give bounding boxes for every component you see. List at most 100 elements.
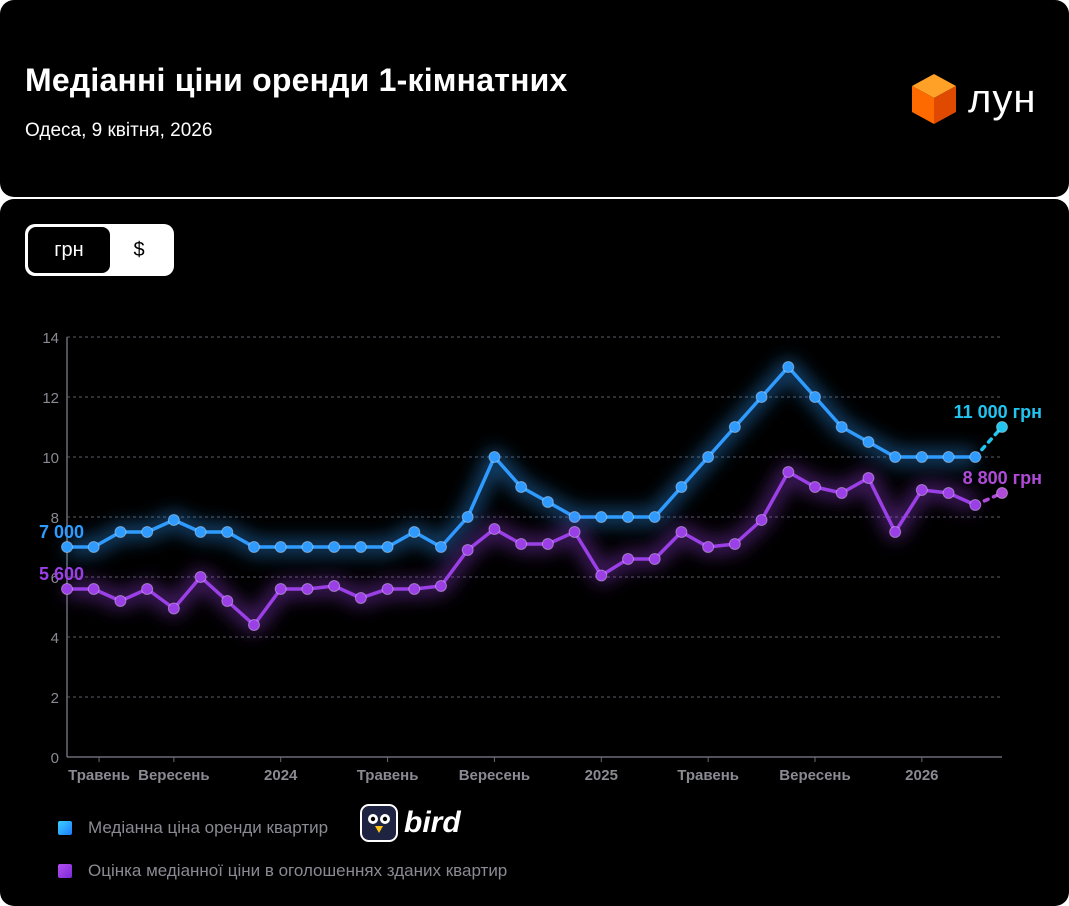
series-point <box>87 541 100 553</box>
legend-label-rent: Медіанна ціна оренди квартир <box>88 818 329 837</box>
series-point <box>595 569 608 582</box>
series-point <box>969 499 982 511</box>
series-point <box>862 472 875 484</box>
currency-uah-button[interactable]: грн <box>28 227 110 273</box>
y-tick-label: 6 <box>51 570 59 587</box>
series-point <box>541 538 554 550</box>
x-tick-label: Вересень <box>779 767 850 784</box>
series-point <box>141 526 154 538</box>
series-point <box>488 451 501 463</box>
header-card: Медіанні ціни оренди 1-кімнатних Одеса, … <box>0 0 1069 197</box>
chart-card: грн $ 0 2 4 6 8 10 12 14 Травень Вересень 2024 Трав… <box>0 199 1069 906</box>
series-point <box>942 487 955 499</box>
series-point <box>782 466 795 478</box>
series-point <box>835 421 848 433</box>
series-point <box>809 391 821 403</box>
series-glow <box>67 359 976 555</box>
series-point <box>595 511 608 523</box>
series-point <box>915 451 928 463</box>
series-point <box>381 541 394 553</box>
series-point <box>194 571 207 583</box>
series-point <box>435 580 447 592</box>
series-point <box>889 451 902 463</box>
series-point <box>61 583 73 595</box>
series-point <box>675 481 688 493</box>
series-point <box>274 583 287 595</box>
series-point <box>515 481 528 493</box>
series-point <box>648 511 661 523</box>
series-point <box>969 451 982 463</box>
currency-usd-button[interactable]: $ <box>133 238 145 261</box>
series-point <box>221 595 234 607</box>
series-point <box>461 544 474 556</box>
series-point <box>435 541 447 553</box>
series-point <box>702 451 715 463</box>
series-point <box>248 541 260 553</box>
series-projection <box>973 425 1004 459</box>
series-end-label: 11 000 грн <box>954 402 1042 422</box>
series-point <box>622 553 634 565</box>
series-point <box>354 592 367 604</box>
y-tick-label: 2 <box>51 690 59 707</box>
series-point <box>755 514 768 526</box>
x-tick-label: 2025 <box>585 767 618 784</box>
series-point <box>541 496 554 508</box>
series-point <box>221 526 234 538</box>
currency-toggle: грн $ <box>25 224 174 276</box>
series-point <box>167 514 180 526</box>
series-point <box>167 602 180 615</box>
series-point <box>354 541 367 553</box>
series-point <box>622 511 634 523</box>
x-tick-label: Травень <box>68 767 130 784</box>
page-title: Медіанні ціни оренди 1-кімнатних <box>25 62 568 98</box>
series-point <box>728 421 741 433</box>
brand-name: лун <box>968 76 1037 121</box>
series-point <box>461 511 474 523</box>
series-point <box>648 553 661 565</box>
legend-item-rent: Медіанна ціна оренди квартир <box>58 818 328 838</box>
x-tick-label: Травень <box>357 767 419 784</box>
series-point <box>114 595 127 607</box>
x-tick-label: Травень <box>677 767 739 784</box>
series-point <box>996 487 1008 499</box>
series-point <box>87 583 100 595</box>
sponsor-logo[interactable]: bird <box>360 804 461 842</box>
series-point <box>755 391 768 403</box>
cube-icon <box>912 74 956 124</box>
series-line <box>67 365 976 549</box>
y-tick-label: 4 <box>51 630 59 647</box>
brand-logo[interactable]: лун <box>910 72 1036 126</box>
y-tick-label: 0 <box>51 750 59 767</box>
y-tick-label: 8 <box>51 510 59 527</box>
legend-swatch-purple <box>58 864 72 878</box>
series-point <box>702 541 715 553</box>
series-end-label: 8 800 грн <box>963 468 1042 488</box>
series-point <box>862 436 875 448</box>
line-chart: 0 2 4 6 8 10 12 14 Травень Вересень 2024 Травень Вер… <box>39 330 1042 784</box>
series-point <box>835 487 848 499</box>
page-subtitle: Одеса, 9 квітня, 2026 <box>25 120 213 141</box>
series-point <box>515 538 528 550</box>
series-point <box>996 421 1008 433</box>
series-point <box>274 541 287 553</box>
series-point <box>782 361 795 373</box>
series-point <box>301 583 314 595</box>
legend-swatch-blue <box>58 821 72 835</box>
series-point <box>381 583 394 595</box>
legend-item-estimate: Оцінка медіанної ціни в оголошеннях здан… <box>58 861 507 881</box>
series-point <box>61 541 73 553</box>
series-point <box>194 526 207 538</box>
series-point <box>301 541 314 553</box>
series-point <box>675 526 688 538</box>
legend-label-estimate: Оцінка медіанної ціни в оголошеннях здан… <box>88 861 508 880</box>
series-point <box>114 526 127 538</box>
x-tick-label: Вересень <box>459 767 530 784</box>
y-tick-label: 12 <box>42 390 59 407</box>
series-point <box>568 526 581 538</box>
series-point <box>248 619 260 631</box>
series-point <box>889 526 902 538</box>
x-tick-label: Вересень <box>138 767 209 784</box>
series-point <box>408 583 421 595</box>
series-point <box>408 526 421 538</box>
x-tick-label: 2024 <box>264 767 298 784</box>
